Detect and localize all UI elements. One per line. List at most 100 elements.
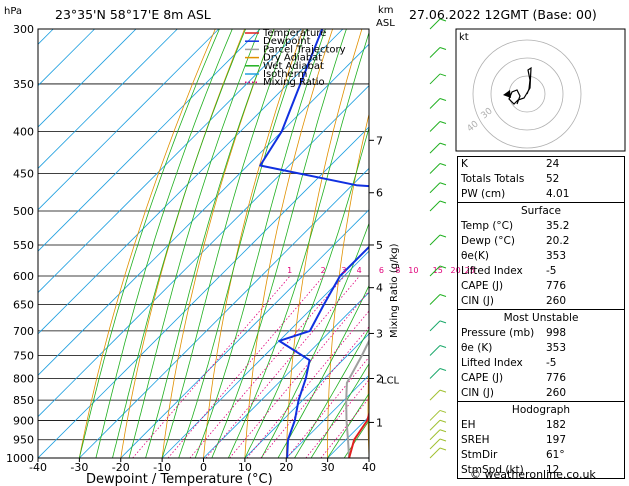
index-row: Totals Totals 52 [458,172,624,187]
mixing-ratio-line [205,275,360,458]
isotherm [38,29,178,169]
legend-label: Parcel Trajectory [263,44,346,55]
height-tick-label: 1 [376,416,383,429]
wind-barb [429,163,441,174]
mu-value: 998 [546,327,567,339]
wind-barb-flag [439,98,447,101]
x-tick-label: 20 [279,461,293,474]
hodo-row: SREH 197 [458,433,624,448]
mixing-ratio-label: 1 [287,266,292,275]
height-tick-label: 2 [376,372,383,385]
isotherm [0,29,12,458]
wet-adiabat [310,362,369,458]
mu-row: CIN (J) 260 [458,386,624,401]
hodo-value: 182 [546,419,567,431]
index-value: 4.01 [546,188,570,200]
pressure-tick-label: 800 [13,372,34,385]
basic-indices: K 24 Totals Totals 52 PW (cm) 4.01 [457,156,625,203]
isotherm [244,333,369,458]
hodo-row: StmDir 61° [458,448,624,463]
isotherm [203,291,369,458]
sounding-lines [259,29,369,458]
x-tick-label: -10 [153,461,171,474]
wet-adiabat [95,29,233,458]
height-unit-asl: ASL [376,18,395,29]
mu-value: 260 [546,387,567,399]
mu-label: Pressure (mb) [461,327,535,339]
wet-adiabat [194,29,326,458]
mixing-ratio-line [320,397,369,458]
isotherm [120,209,369,458]
wind-barb [429,419,441,431]
wind-barb [429,447,441,459]
mixing-ratio-label: 15 [433,266,443,275]
datetime-title: 27.06.2022 12GMT (Base: 00) [409,7,597,22]
surface-row: Temp (°C) 35.2 [458,219,624,234]
mixing-ratio-label: 2 [321,266,326,275]
location-title: 23°35'N 58°17'E 8m ASL [55,7,211,22]
wind-barb [429,438,441,450]
wind-barb-flag [439,234,447,238]
wind-barb-flag [439,121,447,124]
wind-barb [429,234,441,246]
storm-motion-marker [503,90,511,98]
wind-barb [429,389,441,401]
mixing-ratio-line [132,275,291,458]
wet-adiabat [145,29,275,458]
indices-panel: K 24 Totals Totals 52 PW (cm) 4.01 Surface … [457,156,625,479]
height-tick-label: 4 [376,282,383,295]
wind-barb [429,73,441,85]
mixing-ratio-label: 4 [357,266,362,275]
pressure-tick-label: 550 [13,239,34,252]
surface-value: 776 [546,280,567,292]
mu-value: 353 [546,342,567,354]
hodograph-section: Hodograph EH 182 SREH 197 StmDir 61° StmSpd… [457,402,625,479]
dry-adiabat [285,29,363,458]
surface-label: CIN (J) [461,295,494,307]
wind-barb-flag [439,142,447,146]
x-tick-label: 10 [238,461,252,474]
wind-barb-flag [439,368,447,371]
pressure-tick-label: 700 [13,325,34,338]
legend-label: Mixing Ratio [263,77,325,88]
wind-barb-flag [439,345,447,348]
parcel-trajectory-line [345,338,369,458]
wind-barb-flag [439,182,447,186]
wet-adiabat [294,328,369,458]
mixing-ratio-label: 25 [465,266,475,275]
index-row: K 24 [458,157,624,172]
most-unstable-title: Most Unstable [503,312,579,324]
legend-label: Wet Adiabat [263,61,324,72]
wet-adiabat [112,29,246,458]
mu-label: CIN (J) [461,387,494,399]
surface-row: θe(K) 353 [458,249,624,264]
isotherm [38,43,369,376]
x-tick-label: 30 [321,461,335,474]
isotherm [38,29,220,211]
surface-label: Lifted Index [461,265,523,277]
isotherm [38,29,302,294]
mixing-ratio-label: 8 [395,266,400,275]
legend-label: Temperature [262,28,326,39]
pressure-tick-label: 350 [13,78,34,91]
mu-value: 776 [546,372,567,384]
hodograph-table-title: Hodograph [511,404,571,416]
surface-value: 260 [546,295,567,307]
isotherm [38,29,344,335]
hodograph: kt 40 30 [455,28,626,152]
hodograph-frame [455,28,626,152]
surface-row: CAPE (J) 776 [458,279,624,294]
wind-barb-flag [439,47,447,50]
wind-barb-flag [439,200,447,204]
wind-barb [429,265,441,277]
surface-label: Temp (°C) [461,220,514,232]
pressure-tick-label: 750 [13,349,34,362]
pressure-tick-label: 500 [13,205,34,218]
wet-adiabat [277,284,369,458]
index-label: K [461,158,468,170]
hodograph-trace [508,66,532,105]
height-tick-label: 5 [376,239,383,252]
copyright: © weatheronline.co.uk [470,468,596,481]
surface-title: Surface [520,205,561,217]
